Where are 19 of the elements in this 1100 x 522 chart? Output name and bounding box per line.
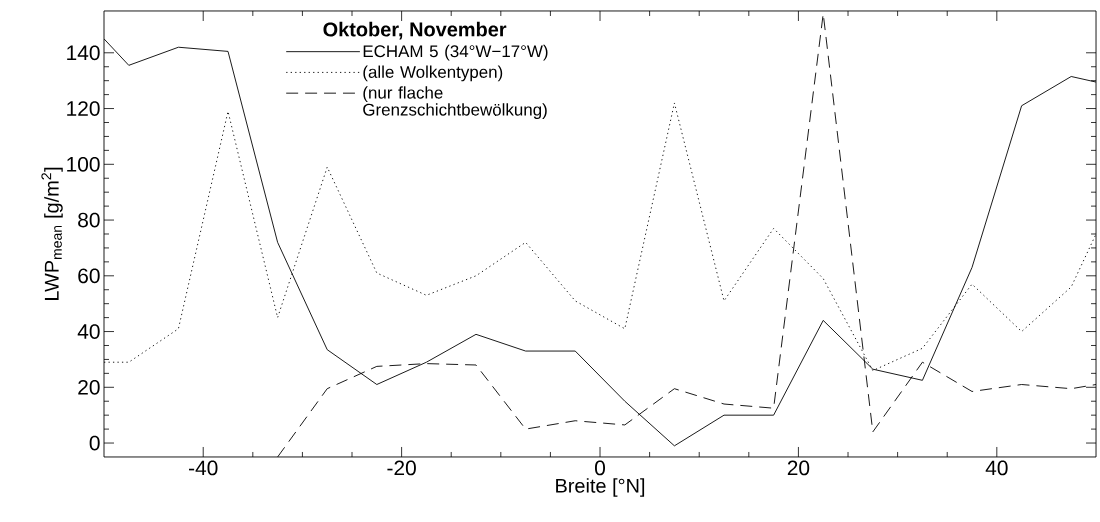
y-tick-label: 0: [89, 435, 100, 451]
legend-label: ECHAM 5 (34°W−17°W): [363, 44, 548, 61]
y-tick-label: 100: [67, 156, 100, 172]
y-tick-label: 20: [78, 379, 100, 395]
x-tick-label: -40: [189, 460, 218, 476]
x-tick-label: 0: [595, 460, 606, 476]
y-tick-label: 120: [67, 101, 100, 116]
legend-label: (alle Wolkentypen): [363, 65, 503, 82]
x-tick-label: 20: [787, 460, 810, 476]
y-tick-label: 140: [67, 45, 100, 61]
x-tick-label: 40: [985, 460, 1008, 476]
legend-label: (nur flache Grenzschichtbewölkung): [363, 86, 547, 119]
y-tick-label: 60: [78, 268, 100, 284]
y-tick-label: 80: [78, 212, 100, 228]
legend-title: Oktober, November: [323, 21, 507, 40]
y-axis-title: LWP$_{mean}$ [g/m$^{2}$]: [41, 167, 63, 300]
x-tick-label: -20: [387, 460, 416, 476]
y-tick-label: 40: [77, 324, 100, 339]
x-axis-title: Breite [°N]: [556, 478, 645, 497]
